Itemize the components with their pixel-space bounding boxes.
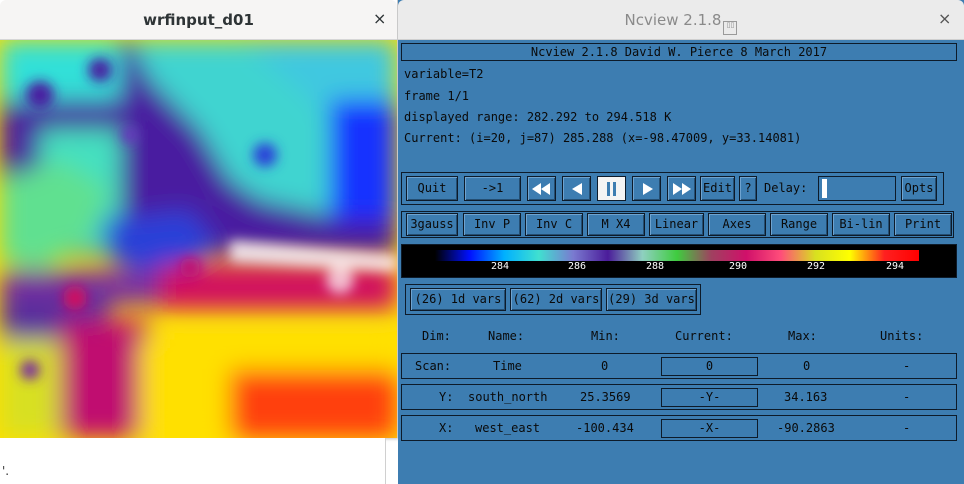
displayed-range-label: displayed range: 282.292 to 294.518 K (404, 110, 672, 124)
dim-max: 0 (803, 359, 811, 373)
dim-max: 34.163 (784, 390, 828, 404)
plot-window: wrfinput_d01 × (0, 0, 398, 438)
ncview-window: Ncview 2.1.8 ▯▯ × Ncview 2.1.8 David W. P… (398, 0, 964, 484)
dim-name: west_east (475, 421, 541, 435)
dim-header: Dim: (422, 329, 451, 343)
fast-rewind-button[interactable] (527, 176, 556, 201)
name-header: Name: (488, 329, 525, 343)
dim-current-x-field[interactable]: -X- (661, 419, 758, 438)
colorbar-tick: 284 (491, 261, 510, 272)
step-forward-icon (643, 183, 653, 195)
vars-1d-button[interactable]: (26) 1d vars (410, 288, 506, 311)
dim-min: 0 (601, 359, 609, 373)
step-forward-button[interactable] (632, 176, 661, 201)
colorbar (435, 250, 919, 261)
dim-row-x: X: west_east -100.434 -X- -90.2863 - (401, 415, 957, 441)
min-header: Min: (591, 329, 620, 343)
ncview-window-title: Ncview 2.1.8 ▯▯ (398, 11, 964, 35)
dim-max: -90.2863 (777, 421, 835, 435)
background-text: '. (2, 464, 10, 478)
dim-row-y: Y: south_north 25.3569 -Y- 34.163 - (401, 384, 957, 410)
pause-button[interactable] (597, 176, 626, 201)
dim-name: Time (493, 359, 522, 373)
delay-slider[interactable] (818, 176, 896, 201)
delay-slider-thumb[interactable] (822, 179, 827, 198)
colorbar-tick: 286 (568, 261, 587, 272)
dim-label: Y: (439, 390, 454, 404)
ncview-close-icon[interactable]: × (938, 9, 952, 28)
option-inv-p-button[interactable]: Inv P (463, 213, 521, 236)
delay-label: Delay: (764, 181, 808, 195)
ncview-titlebar[interactable]: Ncview 2.1.8 ▯▯ × (398, 0, 964, 40)
option-bi-lin-button[interactable]: Bi-lin (832, 213, 890, 236)
edit-button[interactable]: Edit (700, 176, 735, 201)
option-3gauss-button[interactable]: 3gauss (406, 213, 458, 236)
dim-name: south_north (468, 390, 548, 404)
plot-window-titlebar[interactable]: wrfinput_d01 × (0, 0, 397, 40)
options-bar: 3gauss Inv P Inv C M X4 Linear Axes Rang… (401, 211, 954, 238)
dim-row-time: Scan: Time 0 0 0 - (401, 353, 957, 379)
colorbar-tick: 290 (729, 261, 748, 272)
plot-window-title: wrfinput_d01 (143, 11, 254, 29)
option-m-x4-button[interactable]: M X4 (587, 213, 645, 236)
temperature-field-image[interactable] (0, 40, 397, 438)
dim-units: - (903, 421, 911, 435)
pause-icon (607, 182, 617, 196)
option-range-button[interactable]: Range (770, 213, 828, 236)
current-value-label: Current: (i=20, j=87) 285.288 (x=-98.470… (404, 131, 802, 145)
variable-label: variable=T2 (404, 67, 484, 81)
dim-current-time-field[interactable]: 0 (661, 357, 758, 376)
colorbar-panel[interactable]: 284 286 288 290 292 294 (401, 244, 957, 278)
current-header: Current: (675, 329, 733, 343)
dim-label: X: (439, 421, 454, 435)
vars-3d-button[interactable]: (29) 3d vars (606, 288, 697, 311)
step-back-icon (572, 183, 582, 195)
reset-to-first-button[interactable]: ->1 (464, 176, 521, 201)
dim-min: 25.3569 (580, 390, 631, 404)
colorbar-tick: 294 (886, 261, 905, 272)
colorbar-tick: 288 (646, 261, 665, 272)
dim-units: - (903, 359, 911, 373)
temperature-field-graphic (0, 40, 397, 438)
frame-label: frame 1/1 (404, 89, 470, 103)
help-button[interactable]: ? (739, 176, 757, 201)
dim-units: - (903, 390, 911, 404)
quit-button[interactable]: Quit (406, 176, 458, 201)
ncview-title-text: Ncview 2.1.8 (624, 11, 722, 29)
dim-min: -100.434 (576, 421, 634, 435)
variable-groups-bar: (26) 1d vars (62) 2d vars (29) 3d vars (405, 284, 701, 315)
options-button[interactable]: Opts (901, 176, 937, 201)
dim-current-y-field[interactable]: -Y- (661, 388, 758, 407)
plot-window-close-icon[interactable]: × (373, 9, 387, 28)
vars-2d-button[interactable]: (62) 2d vars (510, 288, 602, 311)
control-bar: Quit ->1 Edit ? Delay: (401, 172, 944, 205)
colorbar-tick: 292 (807, 261, 826, 272)
dim-label: Scan: (415, 359, 452, 373)
option-linear-button[interactable]: Linear (649, 213, 704, 236)
option-inv-c-button[interactable]: Inv C (525, 213, 583, 236)
desktop-background (0, 438, 386, 484)
max-header: Max: (788, 329, 817, 343)
step-back-button[interactable] (562, 176, 591, 201)
version-banner: Ncview 2.1.8 David W. Pierce 8 March 201… (401, 43, 957, 61)
option-print-button[interactable]: Print (894, 213, 952, 236)
option-axes-button[interactable]: Axes (708, 213, 766, 236)
fast-forward-button[interactable] (667, 176, 696, 201)
app-glyph-icon: ▯▯ (723, 21, 738, 35)
units-header: Units: (880, 329, 924, 343)
